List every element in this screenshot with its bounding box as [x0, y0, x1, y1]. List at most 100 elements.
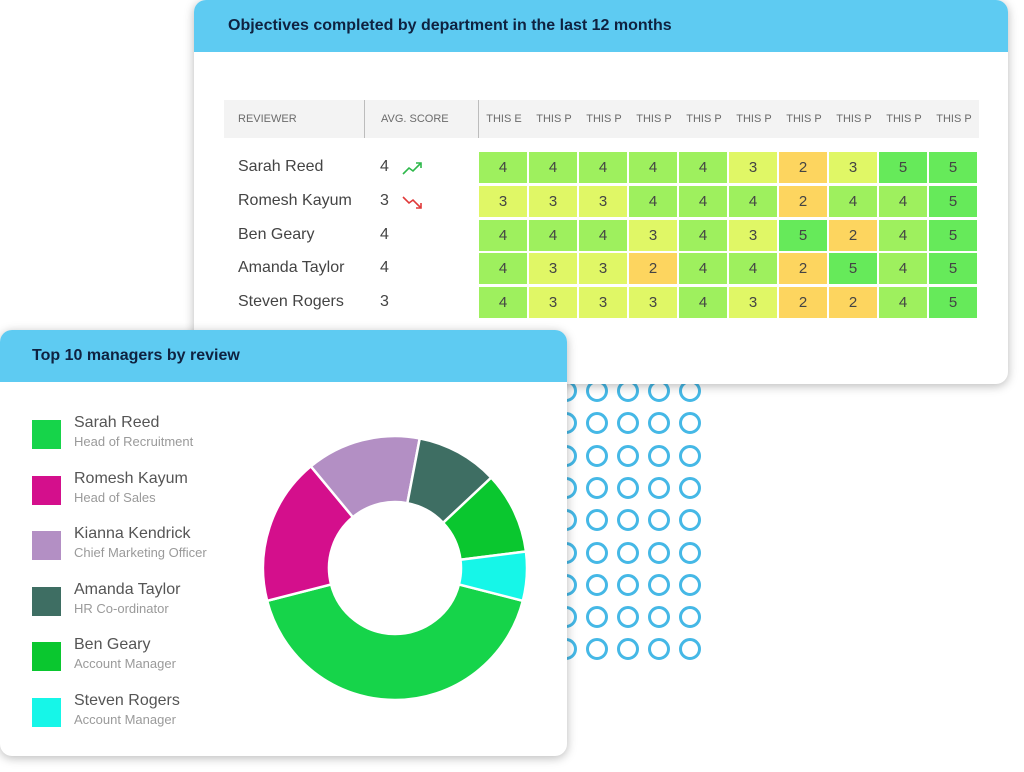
decorative-dot [617, 444, 639, 467]
donut-chart [261, 434, 529, 702]
heatmap-cell: 4 [679, 185, 727, 217]
decorative-dot-pattern [555, 380, 715, 680]
legend-role: Account Manager [74, 656, 176, 672]
trend-up-icon [402, 162, 422, 175]
heatmap-cell: 3 [579, 287, 627, 319]
decorative-dot [648, 412, 670, 435]
decorative-dot [648, 509, 670, 532]
month-headers: THIS E THIS P THIS P THIS P THIS P THIS P THIS… [479, 113, 979, 125]
decorative-dot [679, 638, 701, 661]
heatmap-cell: 2 [829, 219, 877, 251]
heatmap-cell: 4 [629, 152, 677, 183]
decorative-dot [679, 476, 701, 499]
legend-role: HR Co-ordinator [74, 600, 169, 616]
decorative-dot [679, 541, 701, 564]
heatmap-cell: 3 [829, 152, 877, 183]
legend-item: Kianna Kendrick Chief Marketing Officer [32, 525, 252, 565]
heatmap-cell: 5 [829, 253, 877, 285]
heatmap-row: Amanda Taylor 4 4 3 3 2 4 4 2 5 4 5 [224, 253, 984, 287]
heatmap-table-header: REVIEWER AVG. SCORE THIS E THIS P THIS P TH… [224, 100, 979, 138]
reviewer-column-header: REVIEWER [238, 113, 297, 125]
decorative-dot [617, 638, 639, 661]
month-header: THIS P [786, 113, 822, 125]
avg-score: 4 [380, 158, 389, 175]
avg-score: 4 [380, 225, 389, 243]
decorative-dot [679, 573, 701, 596]
month-header: THIS P [836, 113, 872, 125]
legend-name: Kianna Kendrick [74, 525, 191, 543]
heatmap-cell: 4 [729, 185, 777, 217]
column-divider [478, 100, 479, 138]
heatmap-cell: 3 [729, 152, 777, 183]
heatmap-cell: 4 [479, 287, 527, 319]
legend-name: Amanda Taylor [74, 580, 181, 598]
heatmap-cell: 4 [879, 287, 927, 319]
decorative-dot [617, 509, 639, 532]
heatmap-cell: 4 [479, 253, 527, 285]
legend-role: Head of Recruitment [74, 434, 194, 449]
heatmap-cell: 4 [679, 219, 727, 251]
legend-role: Chief Marketing Officer [74, 545, 207, 561]
legend-swatch [32, 586, 61, 616]
column-divider [364, 100, 365, 138]
heatmap-cell: 4 [479, 152, 527, 183]
heatmap-cell: 4 [829, 185, 877, 217]
heatmap-cell: 2 [779, 253, 827, 285]
heatmap-cell: 4 [879, 185, 927, 217]
heatmap-cell: 4 [679, 152, 727, 183]
heatmap-cell: 5 [929, 253, 977, 285]
avg-score-column-header: AVG. SCORE [381, 113, 449, 125]
heatmap-cell: 5 [929, 152, 977, 183]
heatmap-cell: 5 [879, 152, 927, 183]
heatmap-cell: 5 [929, 287, 977, 319]
donut-slice [457, 550, 529, 603]
legend-name: Ben Geary [74, 636, 151, 654]
month-header: THIS P [936, 113, 972, 125]
decorative-dot [586, 444, 608, 467]
month-header: THIS P [886, 113, 922, 125]
legend-item: Ben Geary Account Manager [32, 636, 252, 676]
heatmap-cell: 5 [929, 219, 977, 251]
heatmap-cell: 3 [629, 219, 677, 251]
legend-role: Head of Sales [74, 489, 156, 505]
avg-score: 3 [380, 293, 389, 311]
heatmap-row: Ben Geary 4 4 4 4 3 4 3 5 2 4 5 [224, 219, 984, 254]
donut-title: Top 10 managers by review [0, 330, 567, 382]
legend-name: Steven Rogers [74, 692, 180, 709]
heatmap-cell: 4 [679, 287, 727, 319]
heatmap-cell: 4 [629, 185, 677, 217]
heatmap-cell: 3 [579, 253, 627, 285]
legend-item: Romesh Kayum Head of Sales [32, 470, 252, 510]
reviewer-name: Ben Geary [238, 225, 315, 243]
heatmap-cell: 3 [729, 287, 777, 319]
avg-score: 4 [380, 259, 389, 277]
heatmap-cell: 4 [879, 253, 927, 285]
decorative-dot [617, 476, 639, 499]
legend-name: Romesh Kayum [74, 469, 188, 487]
objectives-heatmap-card: Objectives completed by department in th… [194, 0, 1008, 384]
legend-item: Steven Rogers Account Manager [32, 692, 252, 732]
heatmap-cell: 2 [779, 152, 827, 183]
decorative-dot [679, 444, 701, 467]
decorative-dot [586, 606, 608, 629]
month-header: THIS P [736, 113, 772, 125]
donut-slice [265, 582, 525, 702]
heatmap-cell: 2 [779, 287, 827, 319]
legend-swatch [32, 642, 61, 672]
heatmap-cell: 4 [529, 152, 577, 183]
decorative-dot [648, 541, 670, 564]
heatmap-cell: 4 [579, 152, 627, 183]
month-header: THIS P [586, 113, 622, 125]
decorative-dot [586, 476, 608, 499]
month-header: THIS P [686, 113, 722, 125]
heatmap-cell: 4 [679, 253, 727, 285]
heatmap-cell: 2 [829, 287, 877, 319]
decorative-dot [679, 509, 701, 532]
reviewer-name: Amanda Taylor [238, 259, 345, 277]
heatmap-cell: 3 [529, 185, 577, 217]
decorative-dot [586, 573, 608, 596]
decorative-dot [586, 638, 608, 661]
legend-swatch [32, 420, 61, 449]
legend-item: Sarah Reed Head of Recruitment [32, 414, 252, 454]
reviewer-name: Steven Rogers [238, 293, 344, 311]
